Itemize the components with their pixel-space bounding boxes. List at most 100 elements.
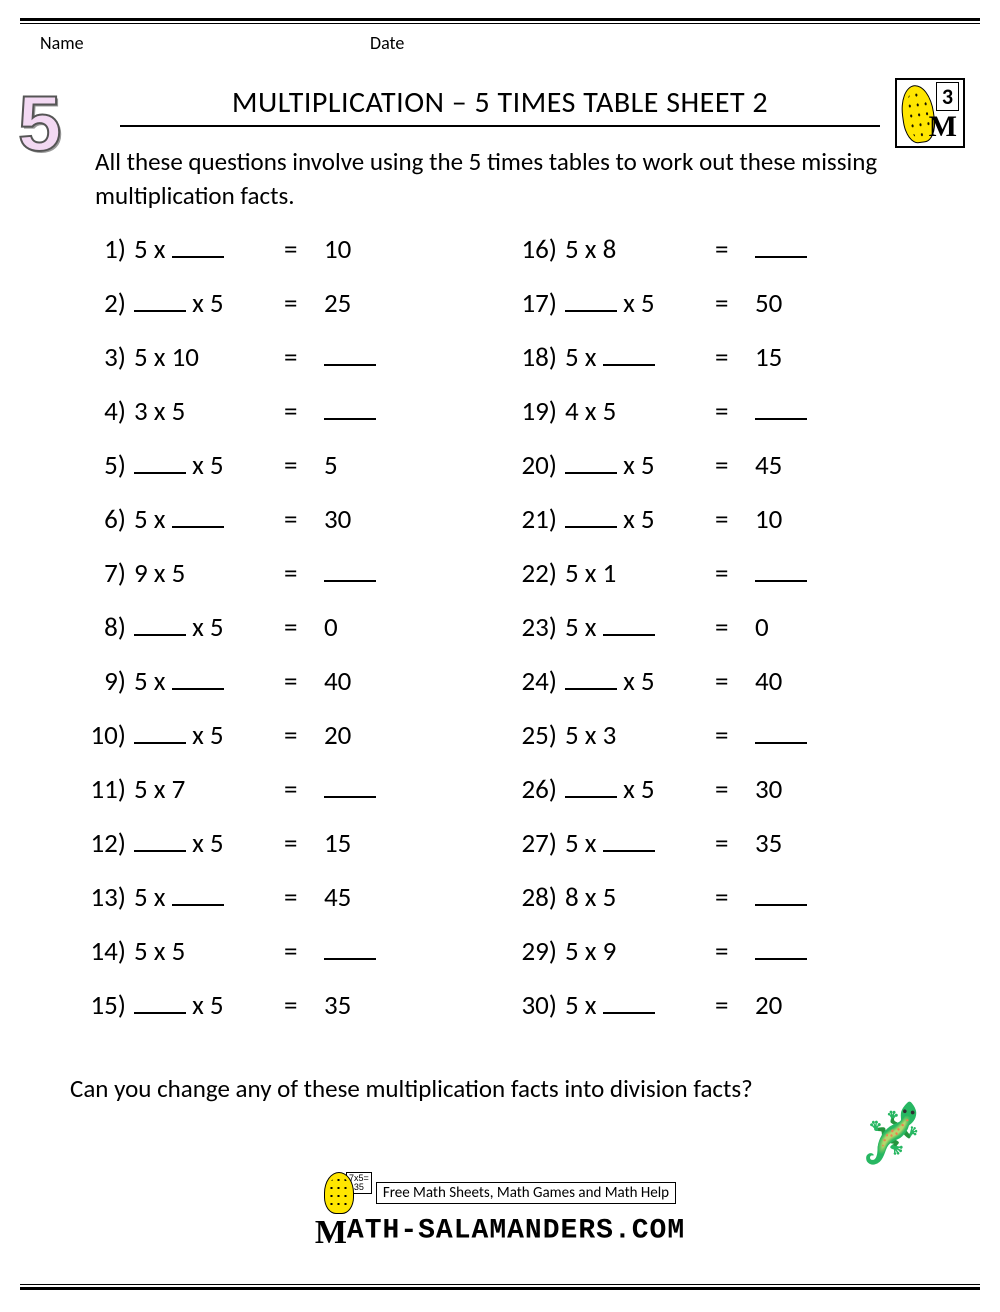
problem-expression: 5 x <box>134 503 284 536</box>
problem-row: 19)4 x 5= <box>509 395 930 449</box>
equals-sign: = <box>284 233 324 266</box>
big-digit-five: 5 <box>18 78 61 169</box>
problem-row: 4)3 x 5= <box>78 395 499 449</box>
equals-sign: = <box>715 665 755 698</box>
problem-number: 8) <box>78 611 134 644</box>
problem-expression: 5 x 3 <box>565 719 715 752</box>
problem-row: 7)9 x 5= <box>78 557 499 611</box>
problem-number: 22) <box>509 557 565 590</box>
problem-row: 27)5 x =35 <box>509 827 930 881</box>
problem-number: 21) <box>509 503 565 536</box>
brand-footer: 7x5=35 Free Math Sheets, Math Games and … <box>0 1172 1000 1252</box>
salamander-footer-icon: 🦎 <box>858 1098 930 1169</box>
problem-row: 10) x 5=20 <box>78 719 499 773</box>
problem-result: 40 <box>324 665 404 698</box>
problem-expression: 5 x <box>134 233 284 266</box>
problem-number: 15) <box>78 989 134 1022</box>
problem-number: 1) <box>78 233 134 266</box>
problem-expression: 5 x <box>565 827 715 860</box>
problem-row: 21) x 5=10 <box>509 503 930 557</box>
problems-grid: 1)5 x =102) x 5=253)5 x 10=4)3 x 5=5) x … <box>78 233 930 1043</box>
problem-number: 14) <box>78 935 134 968</box>
equals-sign: = <box>715 449 755 482</box>
problem-expression: x 5 <box>134 611 284 644</box>
problem-result <box>324 773 404 806</box>
problem-expression: x 5 <box>134 719 284 752</box>
problem-result: 25 <box>324 287 404 320</box>
problem-result <box>755 719 835 752</box>
problem-expression: 8 x 5 <box>565 881 715 914</box>
problem-expression: 5 x 5 <box>134 935 284 968</box>
problem-expression: x 5 <box>134 989 284 1022</box>
problem-expression: 5 x <box>134 665 284 698</box>
problem-result <box>755 233 835 266</box>
problem-number: 6) <box>78 503 134 536</box>
problem-number: 25) <box>509 719 565 752</box>
equals-sign: = <box>715 611 755 644</box>
equals-sign: = <box>284 503 324 536</box>
problem-number: 2) <box>78 287 134 320</box>
equals-sign: = <box>715 341 755 374</box>
problem-number: 10) <box>78 719 134 752</box>
problem-result: 35 <box>324 989 404 1022</box>
problem-number: 5) <box>78 449 134 482</box>
problem-result <box>755 557 835 590</box>
problem-expression: 5 x 1 <box>565 557 715 590</box>
problem-number: 30) <box>509 989 565 1022</box>
problem-expression: x 5 <box>134 449 284 482</box>
equals-sign: = <box>715 719 755 752</box>
problem-result: 10 <box>324 233 404 266</box>
problem-row: 2) x 5=25 <box>78 287 499 341</box>
problem-expression: 5 x 10 <box>134 341 284 374</box>
problem-result: 45 <box>755 449 835 482</box>
problem-result: 20 <box>755 989 835 1022</box>
problem-result: 30 <box>324 503 404 536</box>
problem-expression: 9 x 5 <box>134 557 284 590</box>
equals-sign: = <box>715 989 755 1022</box>
instructions-text: All these questions involve using the 5 … <box>95 145 905 213</box>
problem-result: 15 <box>755 341 835 374</box>
problem-expression: 5 x 9 <box>565 935 715 968</box>
equals-sign: = <box>284 935 324 968</box>
problem-number: 20) <box>509 449 565 482</box>
problem-result: 50 <box>755 287 835 320</box>
problem-row: 3)5 x 10= <box>78 341 499 395</box>
date-label: Date <box>370 32 404 54</box>
problem-number: 27) <box>509 827 565 860</box>
problem-expression: x 5 <box>134 287 284 320</box>
problem-number: 23) <box>509 611 565 644</box>
problem-expression: x 5 <box>565 665 715 698</box>
problem-result <box>324 935 404 968</box>
problem-row: 16)5 x 8= <box>509 233 930 287</box>
problem-result: 35 <box>755 827 835 860</box>
equals-sign: = <box>284 287 324 320</box>
brand-m-icon: M <box>315 1214 347 1251</box>
problem-expression: 5 x <box>565 341 715 374</box>
problem-result <box>324 557 404 590</box>
equals-sign: = <box>284 557 324 590</box>
problem-result: 45 <box>324 881 404 914</box>
equals-sign: = <box>284 395 324 428</box>
problem-result: 30 <box>755 773 835 806</box>
problem-row: 1)5 x =10 <box>78 233 499 287</box>
problems-col-right: 16)5 x 8=17) x 5=5018)5 x =1519)4 x 5=20… <box>509 233 930 1043</box>
brand-tagline: Free Math Sheets, Math Games and Math He… <box>376 1182 676 1204</box>
equals-sign: = <box>715 935 755 968</box>
problem-result: 15 <box>324 827 404 860</box>
problem-row: 18)5 x =15 <box>509 341 930 395</box>
problem-row: 25)5 x 3= <box>509 719 930 773</box>
problem-number: 18) <box>509 341 565 374</box>
problem-row: 17) x 5=50 <box>509 287 930 341</box>
equals-sign: = <box>715 233 755 266</box>
problem-number: 3) <box>78 341 134 374</box>
equals-sign: = <box>715 827 755 860</box>
problem-row: 8) x 5=0 <box>78 611 499 665</box>
equals-sign: = <box>284 341 324 374</box>
problem-result <box>324 395 404 428</box>
problem-expression: x 5 <box>565 773 715 806</box>
problem-result <box>755 395 835 428</box>
problem-number: 29) <box>509 935 565 968</box>
equals-sign: = <box>715 395 755 428</box>
brand-salamander-icon <box>324 1172 354 1214</box>
problem-number: 24) <box>509 665 565 698</box>
